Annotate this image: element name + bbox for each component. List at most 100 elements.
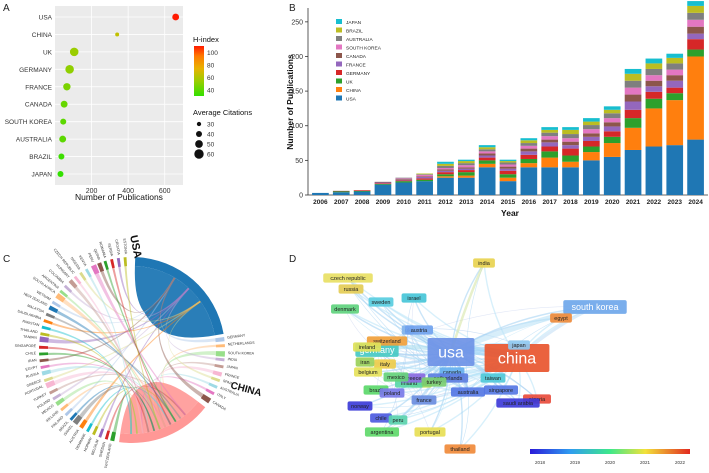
network-node-box bbox=[353, 342, 381, 352]
chord-sector-spain bbox=[210, 376, 221, 383]
chord-minor-label: AUSTRALIA bbox=[220, 386, 241, 398]
panel-b-legend-label: CANADA bbox=[346, 54, 367, 60]
chord-sector-taiwan bbox=[39, 336, 49, 343]
network-node-label: denmark bbox=[334, 307, 356, 313]
panel-b-x-tick: 2006 bbox=[313, 199, 328, 206]
bar-2013-uk bbox=[457, 172, 475, 176]
network-node-label: israel bbox=[407, 296, 420, 302]
network-node-box bbox=[450, 387, 486, 397]
bar-2019-south-korea bbox=[583, 129, 600, 134]
panel-b-legend-swatch bbox=[336, 53, 342, 58]
bar-2014-japan bbox=[478, 145, 496, 148]
bar-2018-canada bbox=[562, 141, 579, 146]
bar-2024-france bbox=[687, 33, 704, 40]
bar-2024-south-korea bbox=[687, 19, 704, 27]
bar-2016-brazil bbox=[520, 140, 538, 144]
bar-2013-canada bbox=[457, 167, 475, 169]
bar-2019-germany bbox=[583, 140, 600, 147]
year-colorbar-tick: 2021 bbox=[640, 460, 651, 465]
bar-2014-china bbox=[478, 163, 496, 168]
panel-b-x-tick: 2013 bbox=[459, 199, 474, 206]
network-node-label: russia bbox=[344, 287, 360, 293]
chord-minor-label: MALAYSIA bbox=[27, 304, 45, 315]
chord-sector-peru bbox=[90, 264, 100, 275]
bar-2008-usa bbox=[353, 191, 371, 195]
network-node-egypt: egypt bbox=[550, 313, 572, 323]
bar-2018-japan bbox=[562, 127, 579, 130]
network-node-south-korea: south korea bbox=[563, 300, 627, 314]
panel-b-legend-label: USA bbox=[346, 97, 357, 103]
chord-ribbon-colombia bbox=[70, 287, 190, 321]
network-node-label: czech republic bbox=[330, 276, 365, 282]
network-node-label: peru bbox=[392, 418, 403, 424]
bar-2018-china bbox=[562, 161, 579, 168]
bar-2013-germany bbox=[457, 170, 475, 173]
network-node-label: japan bbox=[511, 343, 525, 349]
bar-2016-usa bbox=[520, 167, 538, 195]
network-node-china: china bbox=[484, 344, 550, 372]
chord-minor-label: THAILAND bbox=[20, 327, 39, 334]
bar-2016-australia bbox=[520, 143, 538, 146]
network-node-russia: russia bbox=[338, 284, 364, 294]
chord-minor-label: BRAZIL bbox=[58, 420, 69, 432]
bar-2011-australia bbox=[416, 174, 433, 175]
chord-sector-argentina bbox=[59, 289, 69, 298]
bar-2015-brazil bbox=[499, 161, 517, 163]
bar-2007-canada bbox=[332, 190, 350, 192]
bar-2023-uk bbox=[666, 93, 684, 101]
chord-sector-nigeria bbox=[79, 271, 87, 281]
bar-2019-australia bbox=[583, 125, 600, 130]
chord-sector-qatar bbox=[97, 262, 105, 273]
network-node-label: austria bbox=[411, 328, 428, 334]
chord-sector-ireland bbox=[60, 403, 69, 412]
bar-2011-canada bbox=[416, 176, 433, 177]
average-citations-legend-label: 40 bbox=[207, 132, 215, 139]
panel-b-x-tick: 2018 bbox=[563, 199, 578, 206]
bar-2018-germany bbox=[562, 148, 579, 156]
chord-sector-belgium bbox=[98, 428, 105, 438]
chord-sector-portugal bbox=[45, 380, 56, 389]
chord-sector-czech-republic bbox=[73, 275, 82, 285]
chord-label-usa: USA bbox=[127, 234, 144, 259]
panel-b-stacked-bar: 0 50 100 150 200 250 2006 2007 2008 2009 2010 2011… bbox=[285, 1, 708, 218]
bar-2023-china bbox=[666, 100, 684, 146]
chord-sector-france bbox=[212, 370, 223, 377]
bar-2017-brazil bbox=[541, 129, 559, 133]
network-node-label: italy bbox=[380, 362, 390, 368]
chord-minor-label: AUSTRIA bbox=[68, 428, 80, 444]
bar-2019-japan bbox=[583, 118, 600, 122]
panel-b-legend-label: SOUTH KOREA bbox=[346, 46, 382, 52]
panel-label-c: C bbox=[3, 254, 10, 265]
chord-sector-netherlands bbox=[215, 344, 225, 348]
chord-ribbon-switzerland bbox=[112, 391, 132, 434]
chord-sector-kenya bbox=[84, 268, 92, 278]
network-node-sweden: sweden bbox=[368, 297, 394, 307]
panel-b-x-tick: 2024 bbox=[688, 199, 703, 206]
bar-2021-uk bbox=[624, 118, 642, 128]
bar-2023-usa bbox=[666, 145, 684, 195]
panel-a-country-label: GERMANY bbox=[19, 67, 53, 74]
chord-sector-new-zealand bbox=[48, 305, 59, 314]
h-index-legend-tick: 60 bbox=[207, 75, 215, 82]
panel-b-y-axis-title: Number of Publications bbox=[285, 54, 295, 150]
bar-2022-japan bbox=[645, 58, 663, 64]
bar-2023-france bbox=[666, 80, 684, 88]
chord-sector-india bbox=[215, 357, 225, 362]
chord-sector-serbia bbox=[110, 258, 115, 269]
bar-2016-south-korea bbox=[520, 145, 538, 149]
chord-sector-canada bbox=[200, 394, 212, 404]
chord-minor-label: SAUDI ARABIA bbox=[17, 309, 43, 321]
network-node-usa: usa bbox=[427, 338, 475, 366]
chord-sector-mexico bbox=[55, 397, 65, 406]
network-node-label: india bbox=[478, 261, 491, 267]
average-citations-legend-label: 50 bbox=[207, 142, 215, 149]
chord-sector-turkey bbox=[48, 387, 59, 395]
panel-b-y-tick: 200 bbox=[291, 54, 303, 61]
panel-b-x-tick: 2010 bbox=[397, 199, 412, 206]
network-node-belgium: belgium bbox=[354, 367, 382, 377]
bar-2020-uk bbox=[603, 136, 621, 144]
chord-sector-greece bbox=[43, 376, 54, 383]
chord-minor-label: PERU bbox=[87, 252, 95, 263]
bar-2011-germany bbox=[416, 178, 433, 180]
chord-sector-finland bbox=[64, 407, 74, 417]
